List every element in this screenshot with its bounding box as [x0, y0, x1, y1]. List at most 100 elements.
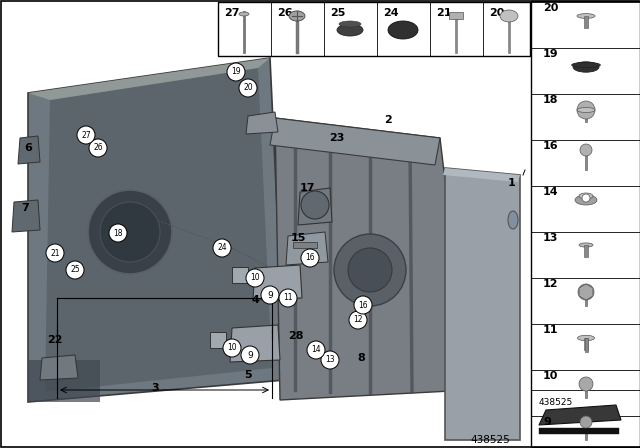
- Polygon shape: [28, 360, 100, 402]
- Ellipse shape: [577, 13, 595, 18]
- Text: 11: 11: [284, 293, 292, 302]
- Text: 1: 1: [508, 178, 516, 188]
- Text: 20: 20: [543, 3, 558, 13]
- Polygon shape: [230, 325, 280, 362]
- Bar: [585, 110, 588, 122]
- Circle shape: [46, 244, 64, 262]
- Text: 27: 27: [81, 130, 91, 139]
- Circle shape: [301, 191, 329, 219]
- Text: 8: 8: [357, 353, 365, 363]
- Text: 14: 14: [543, 187, 559, 197]
- Ellipse shape: [500, 10, 518, 22]
- Text: 27: 27: [224, 8, 239, 18]
- Circle shape: [223, 339, 241, 357]
- Text: 3: 3: [151, 383, 159, 393]
- Polygon shape: [286, 232, 328, 265]
- Text: 16: 16: [543, 141, 559, 151]
- Bar: [584, 245, 588, 257]
- Circle shape: [301, 249, 319, 267]
- Circle shape: [109, 224, 127, 242]
- Text: 10: 10: [227, 344, 237, 353]
- Text: 20: 20: [243, 83, 253, 92]
- Circle shape: [321, 351, 339, 369]
- Text: 6: 6: [24, 143, 32, 153]
- Ellipse shape: [289, 11, 305, 21]
- Circle shape: [582, 194, 590, 202]
- Text: 20: 20: [489, 8, 504, 18]
- Polygon shape: [443, 168, 520, 182]
- Text: 26: 26: [277, 8, 292, 18]
- Text: 5: 5: [244, 370, 252, 380]
- Text: 18: 18: [543, 95, 559, 105]
- Circle shape: [578, 284, 594, 300]
- Bar: [585, 384, 588, 398]
- Text: 9: 9: [247, 350, 253, 359]
- Text: 10: 10: [543, 371, 558, 381]
- Text: 24: 24: [383, 8, 399, 18]
- Circle shape: [88, 190, 172, 274]
- Ellipse shape: [388, 21, 418, 39]
- Circle shape: [334, 234, 406, 306]
- Bar: [584, 338, 588, 352]
- Bar: [449, 12, 463, 19]
- Text: 16: 16: [305, 254, 315, 263]
- Bar: [293, 242, 317, 248]
- Bar: [584, 338, 588, 350]
- Text: 438525: 438525: [470, 435, 510, 445]
- Bar: [232, 267, 248, 283]
- Ellipse shape: [508, 211, 518, 229]
- Ellipse shape: [579, 243, 593, 247]
- Circle shape: [348, 248, 392, 292]
- Polygon shape: [445, 168, 520, 440]
- Text: 9: 9: [267, 290, 273, 300]
- Polygon shape: [246, 112, 278, 134]
- Text: 25: 25: [70, 266, 80, 275]
- Polygon shape: [539, 405, 621, 425]
- Polygon shape: [298, 188, 332, 225]
- Text: 25: 25: [330, 8, 346, 18]
- Text: 21: 21: [436, 8, 451, 18]
- Circle shape: [349, 311, 367, 329]
- Text: 13: 13: [325, 356, 335, 365]
- Text: 7: 7: [21, 203, 29, 213]
- Bar: [585, 422, 588, 440]
- Bar: [531, 1, 640, 447]
- Text: 12: 12: [353, 315, 363, 324]
- Circle shape: [213, 239, 231, 257]
- Text: 22: 22: [47, 335, 63, 345]
- Text: 18: 18: [113, 228, 123, 237]
- Text: 11: 11: [543, 325, 559, 335]
- Text: 16: 16: [358, 301, 368, 310]
- Circle shape: [354, 296, 372, 314]
- Text: 15: 15: [291, 233, 306, 243]
- Circle shape: [261, 286, 279, 304]
- Text: 19: 19: [231, 68, 241, 77]
- Text: 17: 17: [300, 183, 315, 193]
- Polygon shape: [270, 118, 440, 165]
- Circle shape: [227, 63, 245, 81]
- Circle shape: [577, 101, 595, 119]
- Polygon shape: [28, 58, 270, 100]
- Bar: [584, 16, 588, 28]
- Polygon shape: [40, 355, 78, 380]
- Bar: [218, 2, 530, 56]
- Polygon shape: [253, 265, 302, 300]
- Text: 26: 26: [93, 143, 103, 152]
- Circle shape: [66, 261, 84, 279]
- Bar: [539, 428, 619, 434]
- Text: 13: 13: [543, 233, 558, 243]
- Polygon shape: [45, 68, 272, 392]
- Text: 23: 23: [330, 133, 345, 143]
- Text: 28: 28: [288, 331, 304, 341]
- Bar: [585, 150, 588, 170]
- Ellipse shape: [239, 12, 249, 16]
- Ellipse shape: [577, 335, 595, 340]
- Text: 10: 10: [250, 273, 260, 283]
- Circle shape: [579, 377, 593, 391]
- Text: 14: 14: [311, 345, 321, 354]
- Circle shape: [100, 202, 160, 262]
- Ellipse shape: [579, 193, 593, 199]
- Bar: [210, 332, 226, 348]
- Circle shape: [239, 79, 257, 97]
- Circle shape: [580, 144, 592, 156]
